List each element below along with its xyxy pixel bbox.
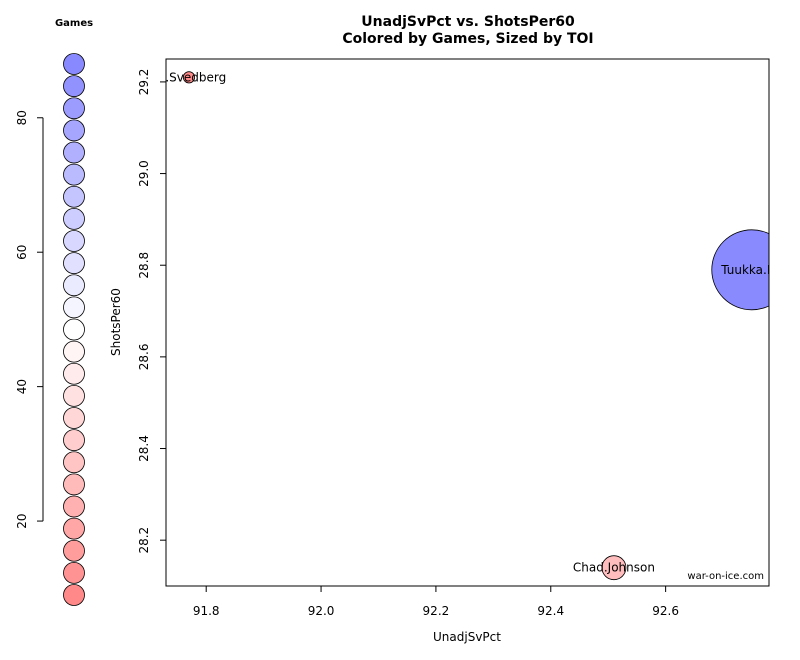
legend-tick-label: 40 <box>15 379 29 394</box>
legend-swatch <box>63 274 85 297</box>
x-tick-label: 91.8 <box>193 604 220 618</box>
legend-swatch <box>63 163 85 186</box>
y-tick-label: 28.4 <box>137 435 151 462</box>
legend-swatch <box>63 230 85 252</box>
legend-swatch <box>63 561 85 584</box>
legend-swatch <box>63 97 85 120</box>
legend-swatch <box>63 473 85 496</box>
x-axis-label: UnadjSvPct <box>433 630 501 644</box>
chart-title: UnadjSvPct vs. ShotsPer60 <box>361 14 575 30</box>
point-label: as.Svedberg <box>152 70 226 84</box>
legend-swatch <box>63 296 85 319</box>
y-tick-label: 28.6 <box>137 344 151 371</box>
y-tick-label: 29.2 <box>137 69 151 96</box>
y-tick-label: 29.0 <box>137 160 151 187</box>
legend-swatch <box>63 119 85 142</box>
legend-swatch <box>63 584 85 606</box>
data-point <box>182 71 196 84</box>
legend-swatch <box>63 252 85 275</box>
legend-swatch <box>63 340 85 363</box>
legend-tick-label: 20 <box>15 513 29 528</box>
legend-swatch <box>63 141 85 164</box>
x-tick-label: 92.2 <box>423 604 450 618</box>
legend-swatch <box>63 429 85 452</box>
legend-swatch <box>63 539 85 562</box>
legend-title: Games <box>55 18 93 29</box>
axes: 91.8 92.0 92.2 92.4 92.6 28.2 28.4 28.6 28.8 29.0… <box>137 69 679 618</box>
y-axis-label: ShotsPer60 <box>109 288 123 356</box>
chart-subtitle: Colored by Games, Sized by TOI <box>342 31 593 47</box>
legend-swatch <box>63 451 85 474</box>
legend-swatch <box>63 407 85 429</box>
legend-swatch <box>63 384 85 407</box>
legend-swatch <box>63 517 85 540</box>
plot-frame <box>165 58 770 587</box>
x-tick-label: 92.6 <box>652 604 679 618</box>
y-tick-label: 28.8 <box>137 252 151 279</box>
legend-swatch <box>63 362 85 385</box>
y-tick-label: 28.2 <box>137 527 151 554</box>
data-point <box>711 229 769 311</box>
legend-swatch <box>63 53 85 75</box>
legend-swatch <box>63 207 85 230</box>
legend: 20 40 60 80 <box>15 53 85 606</box>
legend-swatch <box>63 75 85 98</box>
legend-swatch <box>63 318 85 341</box>
point-label: Chad.Johnson <box>573 561 655 575</box>
legend-tick-label: 60 <box>15 245 29 260</box>
point-label: Tuukka.Ra <box>720 263 782 277</box>
points: as.Svedberg Tuukka.Ra Chad.Johnson <box>152 70 782 581</box>
legend-swatch <box>63 185 85 208</box>
legend-tick-label: 80 <box>15 110 29 125</box>
legend-swatch <box>63 495 85 518</box>
watermark: war-on-ice.com <box>687 571 764 582</box>
data-point <box>601 555 627 581</box>
x-tick-label: 92.4 <box>537 604 564 618</box>
x-tick-label: 92.0 <box>308 604 335 618</box>
